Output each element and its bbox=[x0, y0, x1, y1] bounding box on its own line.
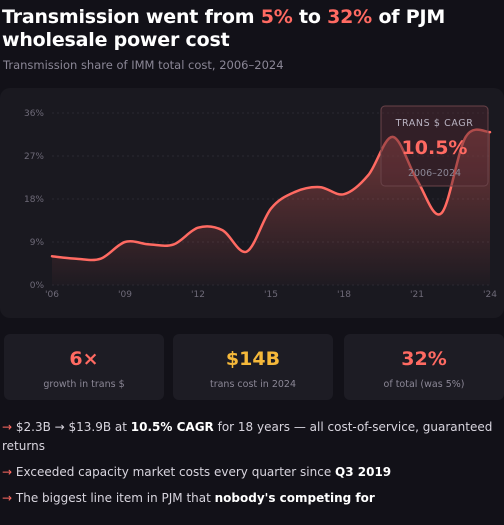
title-text: Transmission went from bbox=[2, 6, 261, 28]
y-tick-label: 18% bbox=[24, 195, 44, 205]
y-tick-label: 27% bbox=[24, 152, 44, 162]
stat-value: 32% bbox=[401, 348, 447, 370]
bullet-emphasis: 10.5% CAGR bbox=[130, 420, 214, 434]
data-point bbox=[318, 186, 320, 188]
data-point bbox=[197, 226, 199, 228]
title-to-value: 32% bbox=[327, 6, 373, 28]
data-point bbox=[367, 174, 369, 176]
x-tick-label: '21 bbox=[410, 290, 424, 300]
bullet-emphasis: nobody's competing for bbox=[214, 491, 375, 505]
arrow-icon: → bbox=[2, 465, 13, 479]
bullet-text: The biggest line item in PJM that bbox=[12, 491, 215, 505]
arrow-icon: → bbox=[2, 420, 13, 434]
data-point bbox=[99, 258, 101, 260]
x-tick-label: '12 bbox=[191, 290, 205, 300]
title-text: to bbox=[292, 6, 328, 28]
bullet-text: $2.3B → $13.9B at bbox=[12, 420, 131, 434]
annotation-label: TRANS $ CAGR bbox=[395, 118, 474, 129]
data-point bbox=[245, 250, 247, 252]
title-from-value: 5% bbox=[260, 6, 293, 28]
y-tick-label: 0% bbox=[30, 281, 45, 291]
transmission-share-chart: 0% 9% 18% 27% 36% '06 '09 '12 '15 '18 '21 '24 TRANS… bbox=[24, 105, 497, 300]
annotation-value: 10.5% bbox=[402, 137, 468, 159]
bullet-item: → The biggest line item in PJM that nobo… bbox=[2, 489, 502, 508]
cagr-annotation: TRANS $ CAGR 10.5% 2006–2024 bbox=[380, 105, 489, 187]
data-point bbox=[75, 258, 77, 260]
stat-label: trans cost in 2024 bbox=[209, 379, 297, 390]
stat-label: growth in trans $ bbox=[43, 379, 125, 390]
chart-subtitle: Transmission share of IMM total cost, 20… bbox=[3, 58, 284, 72]
data-point bbox=[343, 193, 345, 195]
title-text: of PJM wholesale power cost bbox=[2, 6, 446, 51]
arrow-icon: → bbox=[2, 491, 13, 505]
y-tick-label: 36% bbox=[24, 109, 44, 119]
data-point bbox=[270, 207, 272, 209]
bullet-text: Exceeded capacity market costs every qua… bbox=[12, 465, 336, 479]
bullet-item: → Exceeded capacity market costs every q… bbox=[2, 463, 502, 482]
stat-card-trans-cost: $14B trans cost in 2024 bbox=[173, 334, 333, 400]
data-point bbox=[440, 212, 442, 214]
bullet-emphasis: Q3 2019 bbox=[335, 465, 392, 479]
stat-value: $14B bbox=[225, 348, 281, 370]
stat-card-share: 32% of total (was 5%) bbox=[344, 334, 504, 400]
bullet-list: → $2.3B → $13.9B at 10.5% CAGR for 18 ye… bbox=[2, 418, 502, 515]
y-tick-label: 9% bbox=[30, 238, 45, 248]
page-title: Transmission went from 5% to 32% of PJM … bbox=[2, 6, 502, 52]
bullet-item: → $2.3B → $13.9B at 10.5% CAGR for 18 ye… bbox=[2, 418, 502, 456]
stat-value: 6× bbox=[69, 348, 99, 370]
x-tick-label: '15 bbox=[264, 290, 278, 300]
data-point bbox=[124, 241, 126, 243]
data-point bbox=[51, 255, 53, 257]
data-point bbox=[172, 243, 174, 245]
x-tick-label: '24 bbox=[483, 290, 497, 300]
series-line bbox=[50, 128, 492, 262]
data-point bbox=[489, 131, 491, 133]
data-point bbox=[148, 243, 150, 245]
stat-card-growth: 6× growth in trans $ bbox=[4, 334, 164, 400]
chart-panel: 0% 9% 18% 27% 36% '06 '09 '12 '15 '18 '21 '24 TRANS… bbox=[0, 88, 504, 318]
x-tick-label: '06 bbox=[45, 290, 59, 300]
data-point bbox=[294, 191, 296, 193]
annotation-period: 2006–2024 bbox=[408, 168, 461, 179]
stat-label: of total (was 5%) bbox=[383, 379, 465, 390]
x-tick-label: '09 bbox=[118, 290, 132, 300]
data-point bbox=[221, 229, 223, 231]
x-tick-label: '18 bbox=[337, 290, 351, 300]
bullet-text: for 18 years — all cost-of-service, guar… bbox=[2, 420, 493, 453]
